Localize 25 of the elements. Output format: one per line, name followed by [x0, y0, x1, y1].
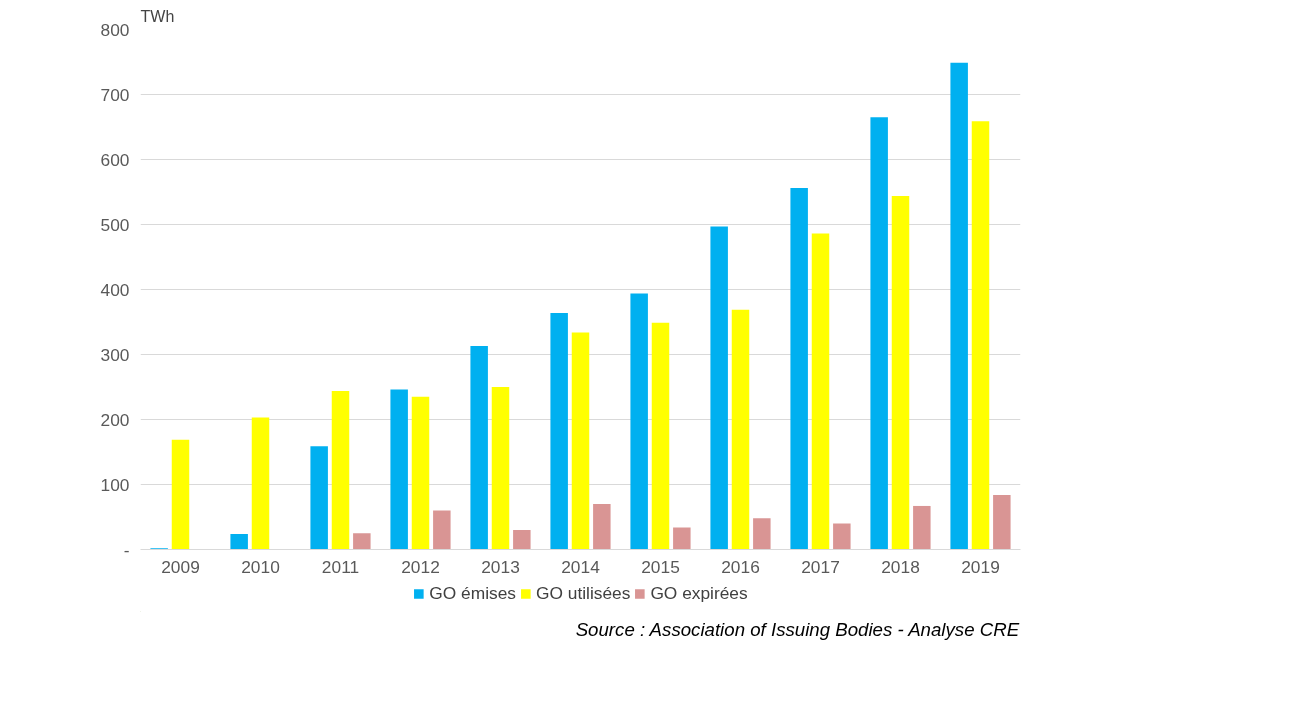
x-tick-label: 2017	[801, 556, 840, 577]
x-tick-label: 2009	[161, 556, 200, 577]
legend-label: GO utilisées	[536, 582, 631, 604]
y-axis-title: TWh	[140, 7, 175, 25]
x-tick-label: 2015	[641, 556, 680, 577]
y-tick-label: 800	[100, 19, 130, 40]
y-tick-label: 500	[100, 214, 130, 235]
y-tick-label: 200	[100, 409, 130, 430]
source-note: Source : Association of Issuing Bodies - Analyse CRE	[575, 618, 1020, 640]
x-tick-label: 2016	[721, 556, 760, 577]
y-tick-label: 600	[100, 149, 130, 170]
legend-label: GO expirées	[650, 582, 748, 604]
x-tick-label: 2018	[881, 556, 920, 577]
y-tick-label: 300	[100, 344, 130, 365]
x-tick-label: 2012	[401, 556, 440, 577]
x-tick-label: 2010	[241, 556, 280, 577]
y-tick-label: 400	[100, 279, 130, 300]
x-tick-label: 2013	[481, 556, 520, 577]
x-tick-label: 2014	[561, 556, 601, 577]
x-tick-label: 2019	[961, 556, 1000, 577]
y-tick-label: -	[123, 539, 130, 560]
x-tick-label: 2011	[321, 556, 360, 577]
y-tick-label: 100	[100, 474, 130, 495]
legend-label: GO émises	[429, 582, 517, 604]
y-tick-label: 700	[100, 84, 130, 105]
